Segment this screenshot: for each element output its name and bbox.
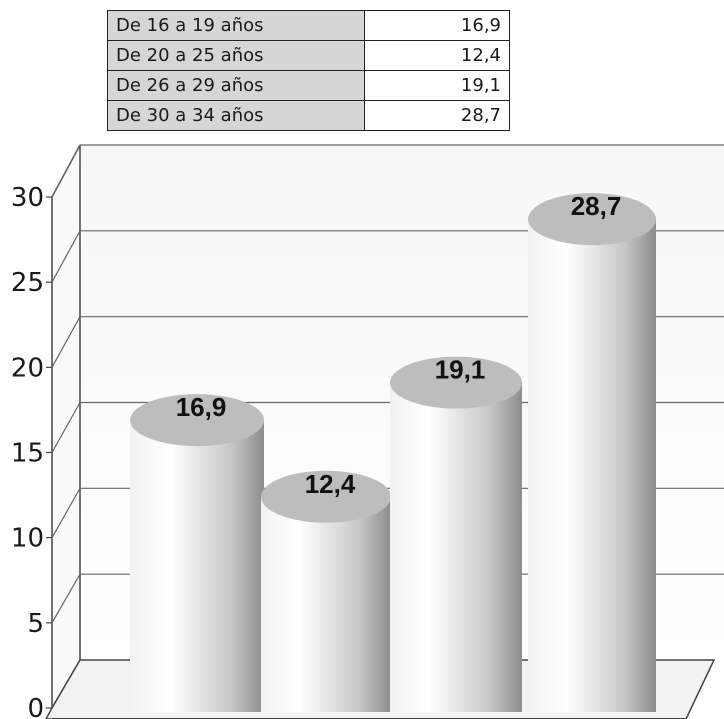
y-tick-label: 5 — [27, 609, 44, 639]
data-labels: 16,9 12,4 19,1 28,7 — [176, 191, 622, 499]
row-label: De 16 a 19 años — [107, 10, 365, 41]
table-row: De 20 a 25 años 12,4 — [107, 40, 510, 71]
grid-line-side — [51, 402, 81, 453]
grid-line-side — [51, 144, 81, 198]
grid-line-side — [51, 316, 81, 368]
row-value: 16,9 — [364, 10, 510, 41]
table-row: De 16 a 19 años 16,9 — [107, 10, 510, 41]
bar-cap — [130, 394, 264, 447]
row-label: De 20 a 25 años — [107, 40, 365, 71]
data-label: 12,4 — [305, 469, 356, 499]
y-tick-label: 0 — [27, 694, 44, 719]
data-label: 28,7 — [571, 191, 622, 221]
bar-cap — [261, 470, 391, 523]
y-axis-ticks: 0 5 10 15 20 25 30 — [11, 183, 52, 719]
bar-cap — [390, 356, 522, 409]
bar-cap — [528, 193, 656, 246]
row-value: 12,4 — [364, 40, 510, 71]
row-value: 19,1 — [364, 70, 510, 101]
table-row: De 30 a 34 años 28,7 — [107, 100, 510, 131]
y-tick-label: 10 — [11, 524, 44, 554]
bar — [130, 420, 264, 712]
bar — [528, 219, 656, 713]
data-label: 16,9 — [176, 392, 227, 422]
table-row: De 26 a 29 años 19,1 — [107, 70, 510, 101]
row-value: 28,7 — [364, 100, 510, 131]
y-tick-label: 30 — [11, 183, 44, 213]
grid-line-side — [51, 573, 81, 624]
data-label: 19,1 — [435, 355, 486, 385]
bar — [261, 496, 391, 712]
bars — [130, 193, 656, 713]
row-label: De 30 a 34 años — [107, 100, 365, 131]
y-tick-label: 15 — [11, 439, 44, 469]
grid-line-side — [51, 488, 81, 538]
y-tick-label: 25 — [11, 268, 44, 298]
bar — [390, 382, 522, 712]
data-table: De 16 a 19 años 16,9 De 20 a 25 años 12,… — [107, 10, 510, 131]
grid-line-side — [51, 230, 81, 283]
row-label: De 26 a 29 años — [107, 70, 365, 101]
y-tick-label: 20 — [11, 353, 44, 383]
